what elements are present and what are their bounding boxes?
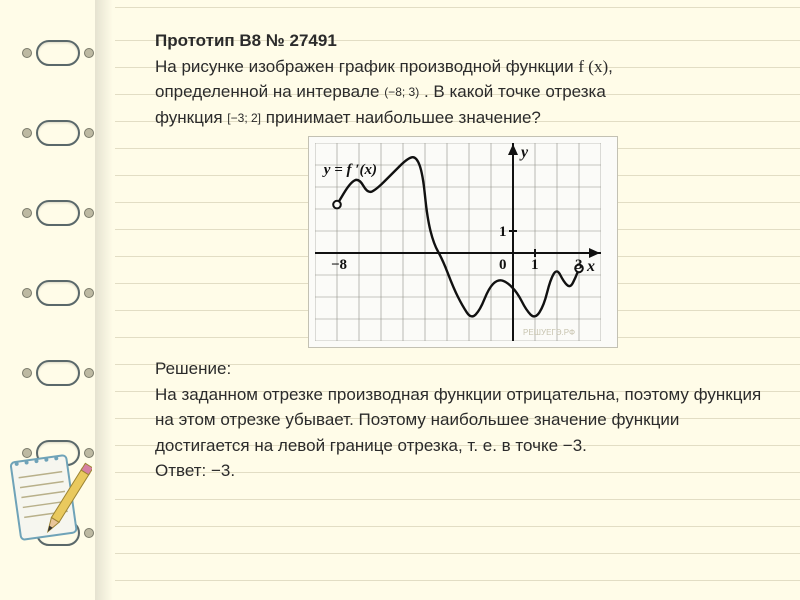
solution-answer: Ответ: −3. <box>155 458 770 484</box>
problem-heading: Прототип B8 № 27491 На рисунке изображен… <box>155 28 770 130</box>
svg-text:0: 0 <box>499 257 507 273</box>
segment-notation: [−3; 2] <box>227 111 261 125</box>
content-area: Прототип B8 № 27491 На рисунке изображен… <box>155 28 770 580</box>
problem-title: Прототип B8 № 27491 <box>155 31 337 50</box>
problem-text-1: На рисунке изображен график производной … <box>155 57 574 76</box>
svg-text:y = f ′(x): y = f ′(x) <box>321 162 376 178</box>
problem-text-3a: функция <box>155 108 223 127</box>
svg-text:РЕШУЕГЭ.РФ: РЕШУЕГЭ.РФ <box>523 328 575 337</box>
svg-text:y: y <box>519 144 529 161</box>
problem-text-3b: принимает наибольшее значение? <box>266 108 541 127</box>
problem-text-2b: . В какой точке отрезка <box>424 82 606 101</box>
notepad-pencil-icon <box>2 440 92 560</box>
svg-text:1: 1 <box>499 224 507 240</box>
chart-container: y = f ′(x) y x 0 1 1 −8 3 РЕШУЕГЭ.РФ <box>308 136 618 348</box>
solution-body: На заданном отрезке производная функции … <box>155 382 770 459</box>
fx-notation: f (x) <box>578 57 608 76</box>
derivative-chart: y = f ′(x) y x 0 1 1 −8 3 РЕШУЕГЭ.РФ <box>315 143 601 341</box>
svg-text:−8: −8 <box>331 257 347 273</box>
page-gutter-shadow <box>95 0 113 600</box>
svg-text:1: 1 <box>531 257 539 273</box>
solution-title: Решение: <box>155 356 770 382</box>
interval-notation: (−8; 3) <box>384 85 419 99</box>
svg-text:3: 3 <box>575 257 583 273</box>
svg-text:x: x <box>586 258 595 275</box>
problem-text-2a: определенной на интервале <box>155 82 384 101</box>
solution-block: Решение: На заданном отрезке производная… <box>155 356 770 484</box>
